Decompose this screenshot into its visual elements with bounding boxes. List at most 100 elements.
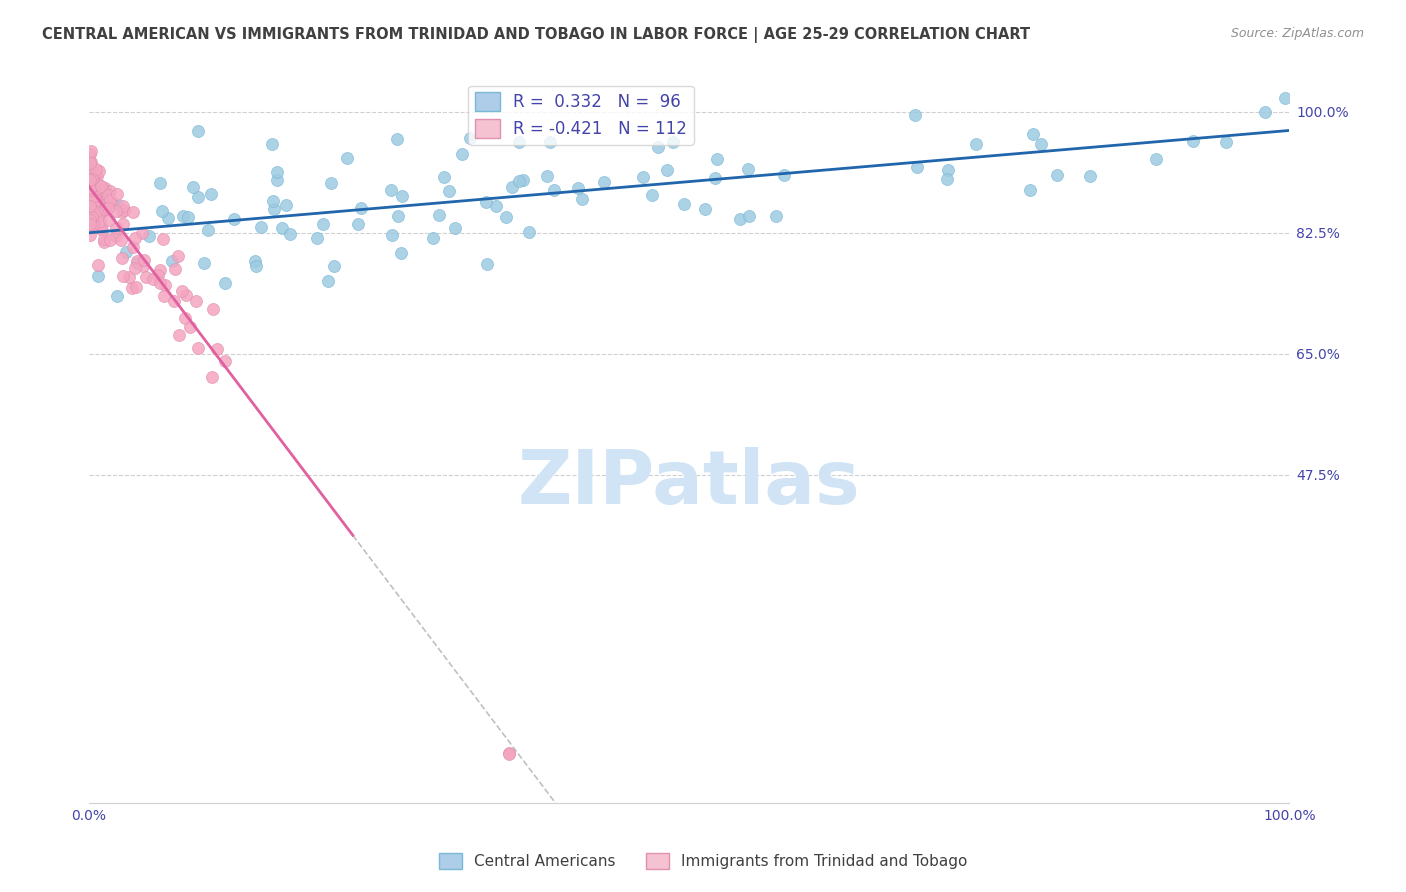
Point: [91, 183, 114, 197]
Point: [170, 284, 193, 298]
Point: [79, 147, 101, 161]
Point: [112, 198, 135, 212]
Point: [245, 259, 267, 273]
Point: [214, 354, 236, 368]
Point: [693, 202, 716, 216]
Point: [484, 199, 506, 213]
Point: [112, 202, 135, 217]
Point: [263, 202, 285, 217]
Point: [98, 184, 121, 198]
Point: [538, 135, 561, 149]
Point: [80, 154, 103, 169]
Point: [142, 271, 165, 285]
Point: [197, 223, 219, 237]
Point: [381, 228, 404, 243]
Point: [79, 169, 101, 183]
Point: [134, 252, 156, 267]
Point: [90, 191, 112, 205]
Point: [79, 183, 101, 197]
Text: CENTRAL AMERICAN VS IMMIGRANTS FROM TRINIDAD AND TOBAGO IN LABOR FORCE | AGE 25-: CENTRAL AMERICAN VS IMMIGRANTS FROM TRIN…: [42, 27, 1031, 43]
Point: [82, 172, 104, 186]
Point: [86, 268, 108, 283]
Point: [83, 189, 105, 203]
Point: [87, 164, 110, 178]
Point: [80, 199, 103, 213]
Point: [124, 231, 146, 245]
Point: [82, 173, 104, 187]
Point: [1022, 128, 1045, 142]
Point: [477, 257, 499, 271]
Point: [571, 192, 593, 206]
Point: [135, 269, 157, 284]
Point: [79, 217, 101, 231]
Point: [495, 210, 517, 224]
Point: [312, 217, 335, 231]
Point: [98, 194, 121, 208]
Point: [79, 213, 101, 227]
Point: [118, 270, 141, 285]
Point: [905, 160, 928, 174]
Point: [243, 253, 266, 268]
Point: [160, 253, 183, 268]
Point: [201, 369, 224, 384]
Point: [83, 167, 105, 181]
Point: [938, 163, 960, 178]
Point: [79, 161, 101, 176]
Point: [122, 204, 145, 219]
Point: [380, 182, 402, 196]
Point: [266, 172, 288, 186]
Point: [93, 235, 115, 250]
Point: [114, 244, 136, 259]
Point: [146, 268, 169, 283]
Point: [83, 179, 105, 194]
Point: [174, 287, 197, 301]
Point: [657, 162, 679, 177]
Point: [936, 171, 959, 186]
Point: [112, 269, 135, 284]
Point: [179, 319, 201, 334]
Point: [87, 178, 110, 192]
Point: [728, 211, 751, 226]
Point: [703, 171, 725, 186]
Point: [460, 131, 482, 145]
Point: [672, 197, 695, 211]
Point: [187, 124, 209, 138]
Point: [93, 232, 115, 246]
Point: [1046, 169, 1069, 183]
Point: [517, 225, 540, 239]
Point: [174, 310, 197, 325]
Point: [107, 186, 129, 201]
Point: [84, 183, 107, 197]
Point: [132, 260, 155, 274]
Point: [91, 223, 114, 237]
Point: [474, 195, 496, 210]
Point: [389, 246, 412, 260]
Point: [100, 233, 122, 247]
Point: [104, 228, 127, 243]
Point: [222, 212, 245, 227]
Point: [83, 191, 105, 205]
Point: [319, 176, 342, 190]
Point: [90, 178, 112, 193]
Point: [79, 199, 101, 213]
Point: [200, 186, 222, 201]
Point: [131, 226, 153, 240]
Point: [738, 209, 761, 223]
Point: [79, 156, 101, 170]
Point: [167, 249, 190, 263]
Point: [83, 169, 105, 184]
Point: [91, 205, 114, 219]
Point: [202, 302, 225, 317]
Point: [104, 204, 127, 219]
Point: [155, 277, 177, 292]
Point: [97, 188, 120, 202]
Point: [1274, 91, 1296, 105]
Point: [772, 168, 794, 182]
Point: [631, 169, 654, 184]
Point: [205, 342, 228, 356]
Point: [86, 205, 108, 219]
Text: ZIPatlas: ZIPatlas: [517, 447, 860, 520]
Point: [100, 194, 122, 208]
Point: [82, 164, 104, 178]
Point: [167, 327, 190, 342]
